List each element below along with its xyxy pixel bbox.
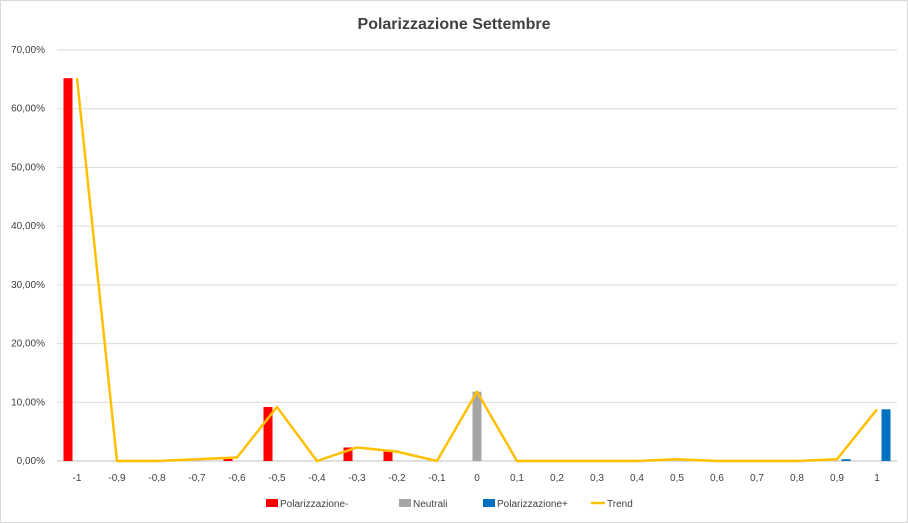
x-tick-label: -0,6 — [228, 473, 246, 484]
legend-label: Trend — [607, 499, 633, 510]
x-tick-label: -0,4 — [308, 473, 326, 484]
legend-label: Neutrali — [413, 499, 447, 510]
x-tick-label: 1 — [874, 473, 880, 484]
bar — [472, 391, 482, 461]
trend-line-layer — [75, 78, 878, 463]
legend: Polarizzazione- Neutrali Polarizzazione+ Tr… — [266, 499, 633, 510]
x-tick-label: 0,4 — [630, 473, 644, 484]
x-tick-label: 0,6 — [710, 473, 724, 484]
x-tick-label: 0 — [474, 473, 480, 484]
x-tick-label: -0,9 — [108, 473, 126, 484]
grid-layer — [57, 49, 897, 462]
y-axis-ticks: 0,00% 10,00% 20,00% 30,00% 40,00% 50,00% 60,00… — [11, 45, 45, 467]
chart-title: Polarizzazione Settembre — [358, 16, 551, 33]
bar — [383, 451, 393, 461]
y-tick-label: 60,00% — [11, 104, 45, 115]
x-tick-label: 0,1 — [510, 473, 524, 484]
y-tick-label: 20,00% — [11, 339, 45, 350]
x-tick-label: 0,3 — [590, 473, 604, 484]
bar — [63, 78, 73, 461]
x-tick-label: 0,8 — [790, 473, 804, 484]
legend-item: Trend — [591, 499, 633, 510]
y-tick-label: 10,00% — [11, 397, 45, 408]
bar — [223, 457, 233, 461]
x-tick-label: 0,9 — [830, 473, 844, 484]
x-tick-label: -0,1 — [428, 473, 446, 484]
x-tick-label: -0,5 — [268, 473, 286, 484]
y-tick-label: 30,00% — [11, 280, 45, 291]
x-tick-label: 0,7 — [750, 473, 764, 484]
legend-item: Polarizzazione- — [266, 499, 348, 510]
legend-swatch — [483, 499, 495, 507]
y-tick-label: 0,00% — [17, 456, 45, 467]
legend-item: Polarizzazione+ — [483, 499, 568, 510]
bar — [841, 459, 851, 461]
legend-swatch — [266, 499, 278, 507]
x-tick-label: -0,7 — [188, 473, 206, 484]
x-axis-ticks: -1 -0,9 -0,8 -0,7 -0,6 -0,5 -0,4 -0,3 -0,2 -0,1 0 0… — [73, 473, 881, 484]
bar — [263, 406, 273, 461]
x-tick-label: -0,8 — [148, 473, 166, 484]
y-tick-label: 40,00% — [11, 221, 45, 232]
bar-layer — [63, 78, 891, 461]
x-tick-label: -1 — [73, 473, 82, 484]
legend-item: Neutrali — [399, 499, 447, 510]
bar — [343, 447, 353, 461]
y-tick-label: 70,00% — [11, 45, 45, 56]
x-tick-label: -0,2 — [388, 473, 406, 484]
bar — [881, 409, 891, 461]
x-tick-label: -0,3 — [348, 473, 366, 484]
legend-label: Polarizzazione+ — [497, 499, 568, 510]
trend-line — [75, 78, 878, 463]
x-tick-label: 0,5 — [670, 473, 684, 484]
legend-swatch — [399, 499, 411, 507]
y-tick-label: 50,00% — [11, 162, 45, 173]
legend-label: Polarizzazione- — [280, 499, 348, 510]
x-tick-label: 0,2 — [550, 473, 564, 484]
